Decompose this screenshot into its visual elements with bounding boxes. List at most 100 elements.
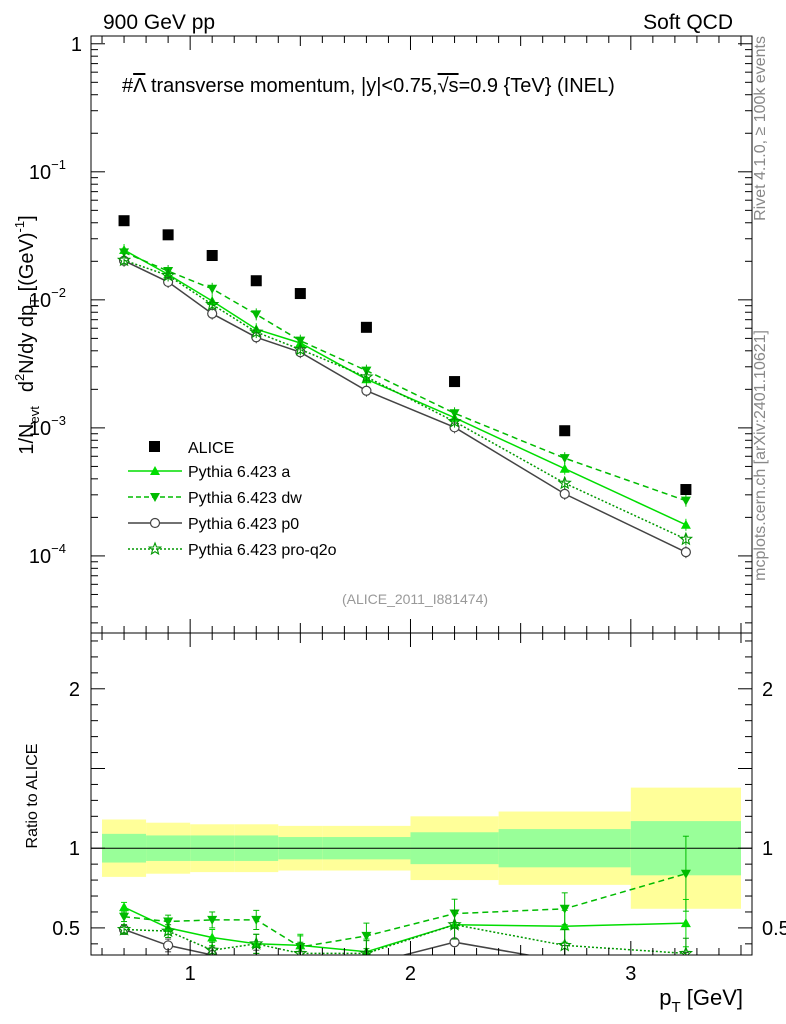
point-alice xyxy=(162,229,174,241)
point-a xyxy=(559,463,570,473)
legend-marker-pythia-p0 xyxy=(149,517,161,529)
analysis-watermark: (ALICE_2011_I881474) xyxy=(342,591,488,607)
legend-item-pythia-proq2o: Pythia 6.423 pro-q2o xyxy=(128,541,337,559)
series-line-proq2o xyxy=(123,259,687,540)
legend-label-pythia-p0: Pythia 6.423 p0 xyxy=(188,516,299,533)
point-dw xyxy=(295,336,306,346)
ratio-point-proq2o xyxy=(359,945,374,955)
ratio-point-proq2o xyxy=(160,923,176,938)
point-dw xyxy=(680,496,691,506)
series-proq2o xyxy=(116,252,694,546)
point-p0 xyxy=(207,308,218,319)
series-alice xyxy=(118,215,692,496)
series-line-dw xyxy=(123,251,687,502)
xtick-label: 2 xyxy=(405,963,416,985)
point-alice xyxy=(559,425,571,437)
ratio-ytick-label-left: 2 xyxy=(69,679,80,701)
lambda-bar-symbol: Λ xyxy=(133,75,147,97)
ratio-point-proq2o xyxy=(249,936,264,950)
point-dw xyxy=(449,409,460,419)
ratio-ylabel: Ratio to ALICE xyxy=(24,744,41,849)
point-proq2o xyxy=(205,296,220,311)
ratio-point-proq2o xyxy=(116,921,132,936)
legend-marker-alice xyxy=(149,441,160,452)
ratio-point-dw xyxy=(680,869,691,879)
ratio-point-dw xyxy=(163,917,174,927)
point-dw xyxy=(251,310,262,320)
ratio-point-p0 xyxy=(254,954,259,955)
ratio-line-proq2o xyxy=(123,923,686,955)
main-ytick-label: 10−4 xyxy=(29,541,66,568)
point-p0 xyxy=(361,385,372,396)
ratio-ytick-label-right: 0.5 xyxy=(762,918,786,940)
point-proq2o xyxy=(293,341,308,356)
legend-marker-pythia-proq2o xyxy=(147,541,163,556)
point-alice xyxy=(118,215,130,227)
header-left: 900 GeV pp xyxy=(103,11,215,34)
rivet-label: Rivet 4.1.0, ≥ 100k events xyxy=(752,36,769,221)
ratio-point-dw xyxy=(119,912,130,922)
ratio-ytick-label-right: 2 xyxy=(762,679,773,701)
xtick-label: 1 xyxy=(185,963,196,985)
ratio-point-proq2o xyxy=(678,945,694,955)
ratio-point-a xyxy=(559,921,570,931)
ratio-point-a xyxy=(207,932,218,942)
point-a xyxy=(680,519,691,529)
legend-item-pythia-a: Pythia 6.423 a xyxy=(128,464,290,481)
ratio-series-dw xyxy=(119,835,691,955)
point-proq2o xyxy=(678,531,694,546)
ratio-point-dw xyxy=(251,915,262,925)
legend-marker-pythia-a xyxy=(150,466,160,475)
ratio-point-p0 xyxy=(362,960,371,969)
ratio-ytick-label-right: 1 xyxy=(762,838,773,860)
main-ytick-label: 10−1 xyxy=(29,157,66,184)
point-dw xyxy=(559,454,570,464)
chart-title: #Λ transverse momentum, |y|<0.75,√s=0.9 … xyxy=(122,75,615,97)
point-alice xyxy=(680,484,692,496)
ratio-point-p0 xyxy=(560,957,569,966)
ratio-panel: 0.5 0.5 1 1 2 2 1 2 3 xyxy=(52,632,786,985)
point-proq2o xyxy=(359,369,374,383)
point-proq2o xyxy=(116,252,132,267)
legend: ALICE Pythia 6.423 a Pythia 6.423 dw Pyt… xyxy=(128,440,337,559)
legend-label-pythia-a: Pythia 6.423 a xyxy=(188,464,290,481)
point-proq2o xyxy=(249,324,264,339)
ratio-frame xyxy=(90,632,753,956)
ratio-ytick-label-left: 1 xyxy=(69,838,80,860)
legend-item-alice: ALICE xyxy=(149,440,234,457)
ratio-line-a xyxy=(123,906,686,953)
point-alice xyxy=(449,376,461,388)
ratio-point-proq2o xyxy=(293,945,308,955)
xtick-label: 3 xyxy=(625,963,636,985)
legend-label-pythia-dw: Pythia 6.423 dw xyxy=(188,490,302,507)
point-alice xyxy=(360,321,372,333)
legend-marker-pythia-dw xyxy=(150,493,160,502)
ratio-point-p0 xyxy=(681,960,690,969)
ratio-point-dw xyxy=(207,915,218,925)
ratio-point-a xyxy=(680,918,691,928)
legend-item-pythia-p0: Pythia 6.423 p0 xyxy=(128,516,299,533)
point-alice xyxy=(294,288,306,300)
xlabel: pT [GeV] xyxy=(659,985,743,1016)
main-ytick-label: 10−2 xyxy=(29,285,66,312)
mcplots-label: mcplots.cern.ch [arXiv:2401.10621] xyxy=(752,330,769,581)
point-dw xyxy=(207,284,218,294)
point-p0 xyxy=(680,547,692,558)
point-proq2o xyxy=(160,267,176,282)
main-ylabel: 1/Nevtd2N/dy dpT [(GeV)-1] xyxy=(12,215,42,454)
legend-item-pythia-dw: Pythia 6.423 dw xyxy=(128,490,302,507)
main-ytick-label: 1 xyxy=(71,34,82,56)
ratio-point-dw xyxy=(559,904,570,914)
ratio-point-a xyxy=(119,902,130,912)
ratio-line-p0 xyxy=(123,928,533,955)
main-panel: 1 10−1 10−2 10−3 10−4 xyxy=(29,34,753,634)
point-proq2o xyxy=(557,475,572,490)
legend-label-pythia-proq2o: Pythia 6.423 pro-q2o xyxy=(188,542,337,559)
header-right: Soft QCD xyxy=(643,11,733,34)
ratio-point-proq2o xyxy=(447,917,462,931)
ratio-point-p0 xyxy=(296,958,305,967)
point-p0 xyxy=(559,488,570,500)
ratio-point-dw xyxy=(361,931,372,941)
legend-label-alice: ALICE xyxy=(188,440,234,457)
